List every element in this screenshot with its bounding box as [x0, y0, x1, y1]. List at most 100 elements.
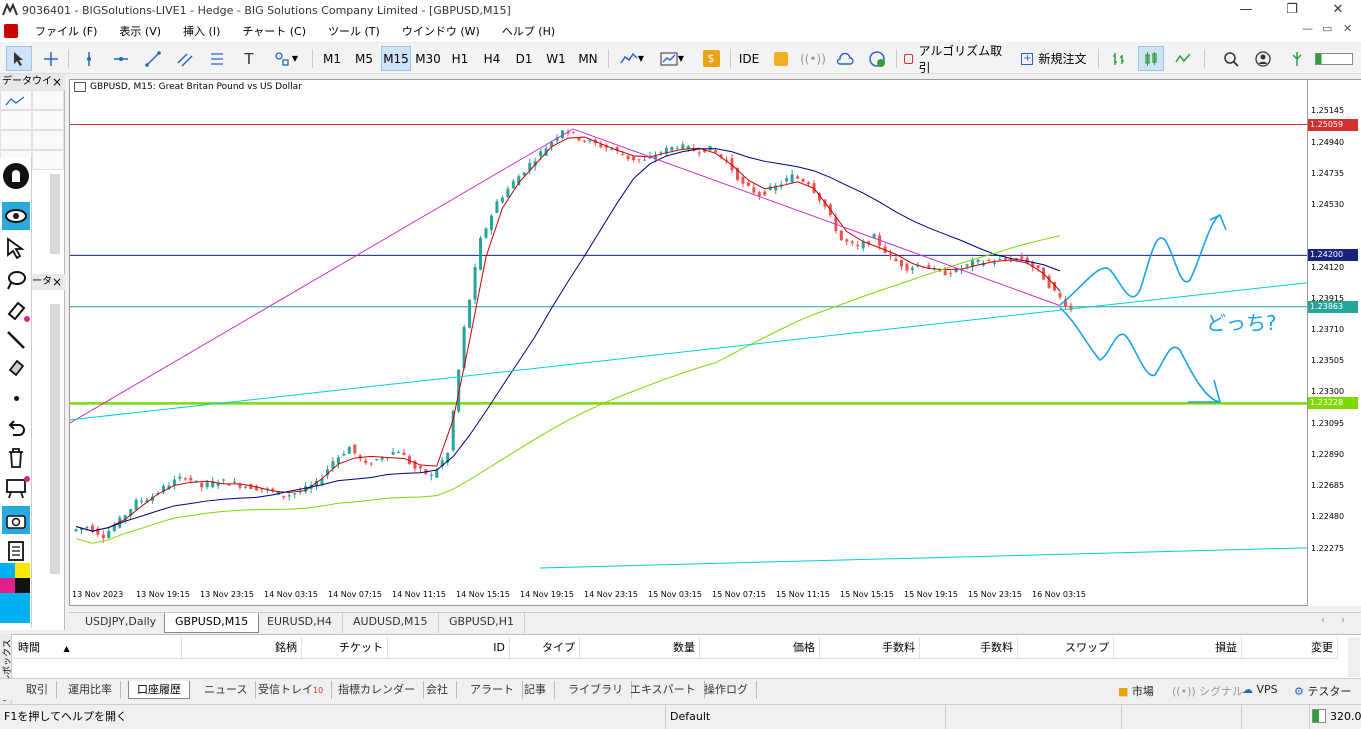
tab-journal[interactable]: 操作ログ: [696, 681, 757, 699]
tab-calendar[interactable]: 指標カレンダー: [330, 681, 424, 699]
ide-button[interactable]: IDE: [738, 51, 760, 66]
trendline-icon[interactable]: [140, 46, 166, 71]
notes-icon[interactable]: [2, 536, 30, 564]
trash-icon[interactable]: [2, 444, 30, 472]
column-header-fee[interactable]: 手数料: [920, 637, 1018, 659]
mdi-restore-icon[interactable]: ▭: [1322, 22, 1333, 35]
menu-window[interactable]: ウインドウ (W): [401, 25, 480, 38]
account-icon[interactable]: [1250, 46, 1276, 71]
market-button[interactable]: ■ 市場: [1118, 683, 1154, 699]
fibonacci-icon[interactable]: [204, 46, 230, 71]
column-header-type[interactable]: タイプ: [510, 637, 580, 659]
chart-window-icon[interactable]: [4, 24, 18, 38]
tab-mailbox[interactable]: 受信トレイ10: [250, 681, 333, 699]
menu-help[interactable]: ヘルプ (H): [501, 25, 556, 38]
connection-status[interactable]: 320.0: [1312, 709, 1361, 723]
dot-icon[interactable]: [2, 384, 30, 412]
text-tool-icon[interactable]: T: [244, 49, 254, 68]
market-watch-cell[interactable]: [32, 110, 64, 130]
menu-tools[interactable]: ツール (T): [328, 25, 380, 38]
tab-articles[interactable]: 記事: [516, 681, 555, 699]
new-order-button[interactable]: + 新規注文: [1021, 52, 1087, 66]
shapes-dropdown-icon[interactable]: ▼: [266, 46, 306, 71]
tab-scroll-left-icon[interactable]: ‹: [1321, 615, 1325, 626]
candlestick-chart-icon[interactable]: [1138, 46, 1164, 71]
vps-cloud-icon[interactable]: [832, 46, 858, 71]
market-dollar-icon[interactable]: $: [698, 46, 724, 71]
scrollbar[interactable]: [50, 174, 60, 254]
market-watch-cell[interactable]: [32, 150, 64, 170]
column-header-swap[interactable]: スワップ: [1018, 637, 1114, 659]
tab-news[interactable]: ニュース: [196, 681, 257, 699]
chart-area[interactable]: GBPUSD, M15: Great Britan Pound vs US Do…: [69, 79, 1308, 606]
scrollbar[interactable]: [1348, 637, 1360, 677]
tab-library[interactable]: ライブラリ: [560, 681, 632, 699]
scrollbar[interactable]: [50, 304, 60, 574]
maximize-button[interactable]: ❐: [1286, 2, 1298, 17]
vps-button[interactable]: ☁ VPS: [1242, 683, 1278, 696]
tester-button[interactable]: ⚙ テスター: [1294, 683, 1351, 699]
signal-strength-icon[interactable]: [1284, 46, 1310, 71]
market-watch-cell[interactable]: [0, 110, 32, 130]
column-header-symbol[interactable]: 銘柄: [182, 637, 302, 659]
menu-view[interactable]: 表示 (V): [119, 25, 162, 38]
chart-tab-gbpusd-m15[interactable]: GBPUSD,M15: [164, 613, 260, 633]
column-header-commission[interactable]: 手数料: [820, 637, 920, 659]
signals-icon[interactable]: ((•)): [800, 51, 826, 66]
tab-experts[interactable]: エキスパート: [622, 681, 705, 699]
tab-alerts[interactable]: アラート: [462, 681, 523, 699]
chart-tab-usdjpy-daily[interactable]: USDJPY,Daily: [75, 613, 168, 633]
column-header-time[interactable]: 時間 ▲: [14, 637, 182, 659]
tab-company[interactable]: 会社: [418, 681, 457, 699]
chart-type-dropdown-icon[interactable]: ▼: [614, 46, 650, 71]
eye-icon[interactable]: [2, 202, 30, 230]
cursor-tool-icon[interactable]: [6, 46, 32, 71]
column-header-change[interactable]: 変更: [1242, 637, 1338, 659]
market-watch-cell[interactable]: [0, 90, 32, 110]
algo-trading-button[interactable]: アルゴリズム取引: [904, 44, 1008, 75]
market-watch-cell[interactable]: [0, 130, 32, 150]
market-bag-icon[interactable]: [768, 46, 794, 71]
whiteboard-icon[interactable]: [2, 474, 30, 502]
pen-tool-icon[interactable]: [2, 162, 30, 190]
column-header-ticket[interactable]: チケット: [302, 637, 388, 659]
market-watch-cell[interactable]: [32, 130, 64, 150]
minimize-button[interactable]: —: [1239, 2, 1253, 17]
tab-history[interactable]: 口座履歴: [128, 681, 190, 699]
timeframe-w1[interactable]: W1: [546, 51, 566, 66]
column-header-profit[interactable]: 損益: [1114, 637, 1242, 659]
menu-file[interactable]: ファイル (F): [35, 25, 98, 38]
tab-scroll-right-icon[interactable]: ›: [1341, 615, 1345, 626]
line-chart-icon[interactable]: [1170, 46, 1196, 71]
horizontal-line-icon[interactable]: [108, 46, 134, 71]
indicators-dropdown-icon[interactable]: ▼: [654, 46, 690, 71]
timeframe-m30[interactable]: M30: [415, 51, 441, 66]
menu-chart[interactable]: チャート (C): [242, 25, 307, 38]
timeframe-m1[interactable]: M1: [323, 51, 341, 66]
camera-icon[interactable]: [2, 506, 30, 534]
timeframe-m5[interactable]: M5: [355, 51, 373, 66]
timeframe-mn[interactable]: MN: [578, 51, 598, 66]
timeframe-h1[interactable]: H1: [451, 51, 469, 66]
timeframe-h4[interactable]: H4: [483, 51, 501, 66]
chart-tab-gbpusd-h1[interactable]: GBPUSD,H1: [439, 613, 525, 633]
search-icon[interactable]: [1218, 46, 1244, 71]
timeframe-d1[interactable]: D1: [515, 51, 533, 66]
crosshair-tool-icon[interactable]: [38, 46, 64, 71]
market-watch-cell[interactable]: [32, 90, 64, 110]
bar-chart-icon[interactable]: [1106, 46, 1132, 71]
column-header-id[interactable]: ID: [388, 637, 510, 659]
pointer-icon[interactable]: [2, 234, 30, 262]
price-scale[interactable]: 1.25145 1.24940 1.24735 1.24530 1.24120 1.239…: [1308, 79, 1361, 606]
lasso-icon[interactable]: [2, 266, 30, 294]
tab-trade[interactable]: 取引: [18, 681, 57, 699]
timeframe-m15[interactable]: M15: [381, 46, 411, 71]
chart-tab-eurusd-h4[interactable]: EURUSD,H4: [257, 613, 343, 633]
tab-exposure[interactable]: 運用比率: [60, 681, 121, 699]
ruler-line-icon[interactable]: [2, 326, 30, 354]
community-icon[interactable]: [864, 46, 890, 71]
mdi-minimize-icon[interactable]: —: [1302, 22, 1313, 35]
vertical-line-icon[interactable]: [76, 46, 102, 71]
highlighter-icon[interactable]: [2, 354, 30, 382]
menu-insert[interactable]: 挿入 (I): [183, 25, 221, 38]
